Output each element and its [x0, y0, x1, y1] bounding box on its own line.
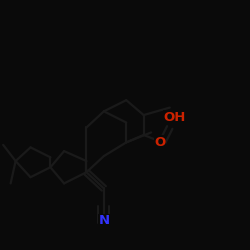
Text: OH: OH [164, 111, 186, 124]
Text: O: O [154, 136, 166, 149]
Text: N: N [98, 214, 110, 227]
